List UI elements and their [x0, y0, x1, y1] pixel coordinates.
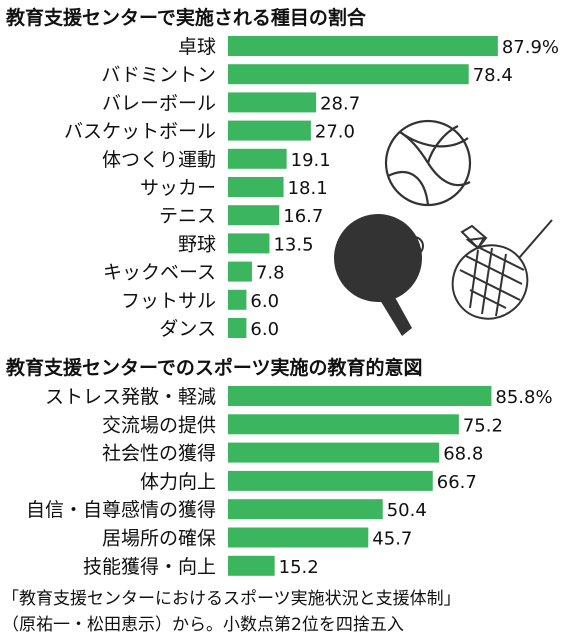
- bar-1-1: [228, 64, 469, 85]
- value-label: 45.7: [372, 529, 412, 550]
- value-label: 87.9%: [502, 37, 559, 58]
- value-label: 6.0: [250, 319, 279, 340]
- category-label: バスケットボール: [64, 121, 216, 143]
- value-label: 16.7: [283, 206, 323, 227]
- value-label: 66.7: [437, 472, 477, 493]
- category-label: サッカー: [140, 177, 216, 199]
- bar-1-7: [228, 233, 270, 254]
- badminton-racket-icon: [451, 219, 553, 320]
- source-note-line1: 「教育支援センターにおけるスポーツ実施状況と支援体制」: [2, 589, 461, 609]
- bar-1-0: [228, 36, 498, 56]
- bar-1-3: [228, 120, 311, 141]
- category-label: テニス: [159, 205, 216, 227]
- bar-2-2: [228, 442, 440, 463]
- value-label: 15.2: [279, 557, 319, 578]
- value-label: 50.4: [387, 500, 427, 521]
- value-label: 7.8: [256, 263, 285, 284]
- category-label: キックベース: [103, 262, 216, 284]
- value-label: 19.1: [291, 150, 331, 171]
- category-label: 技能獲得・向上: [83, 556, 216, 578]
- category-label: バドミントン: [101, 64, 216, 86]
- bar-2-5: [228, 527, 369, 548]
- value-label: 85.8%: [495, 387, 552, 408]
- value-label: 27.0: [315, 122, 355, 143]
- category-label: ダンス: [159, 318, 216, 340]
- category-label: 交流場の提供: [102, 414, 216, 436]
- value-label: 28.7: [320, 93, 360, 114]
- chart-title-1: 教育支援センターで実施される種目の割合: [6, 6, 367, 29]
- value-label: 18.1: [288, 178, 328, 199]
- category-label: ストレス発散・軽減: [45, 386, 216, 408]
- category-label: 自信・自尊感情の獲得: [26, 499, 216, 521]
- bar-2-1: [228, 414, 459, 435]
- category-label: 野球: [178, 233, 216, 255]
- value-label: 13.5: [273, 234, 313, 255]
- bar-2-4: [228, 499, 383, 520]
- table-tennis-paddle-icon: [334, 214, 424, 336]
- bar-1-10: [228, 318, 247, 338]
- category-label: フットサル: [121, 290, 216, 312]
- bar-1-5: [228, 177, 284, 197]
- source-note-line2: （原祐一・松田恵示）から。小数点第2位を四捨五入: [2, 615, 404, 635]
- category-label: 体つくり運動: [102, 149, 216, 171]
- value-label: 78.4: [473, 65, 513, 86]
- category-label: 体力向上: [140, 471, 216, 493]
- category-label: バレーボール: [102, 92, 216, 114]
- bar-1-2: [228, 92, 317, 113]
- category-label: 卓球: [178, 36, 216, 58]
- category-label: 居場所の確保: [102, 528, 216, 550]
- value-label: 6.0: [250, 291, 279, 312]
- bar-1-6: [228, 205, 280, 226]
- value-label: 68.8: [443, 444, 483, 465]
- bar-2-3: [228, 470, 433, 491]
- value-label: 75.2: [463, 415, 503, 436]
- category-label: 社会性の獲得: [102, 443, 216, 465]
- chart-title-2: 教育支援センターでのスポーツ実施の教育的意図: [6, 356, 422, 379]
- volleyball-icon: [384, 119, 472, 207]
- bar-1-8: [228, 261, 252, 282]
- bar-2-6: [228, 555, 275, 576]
- bar-2-0: [228, 386, 492, 406]
- bar-1-4: [228, 148, 287, 169]
- bar-1-9: [228, 289, 247, 310]
